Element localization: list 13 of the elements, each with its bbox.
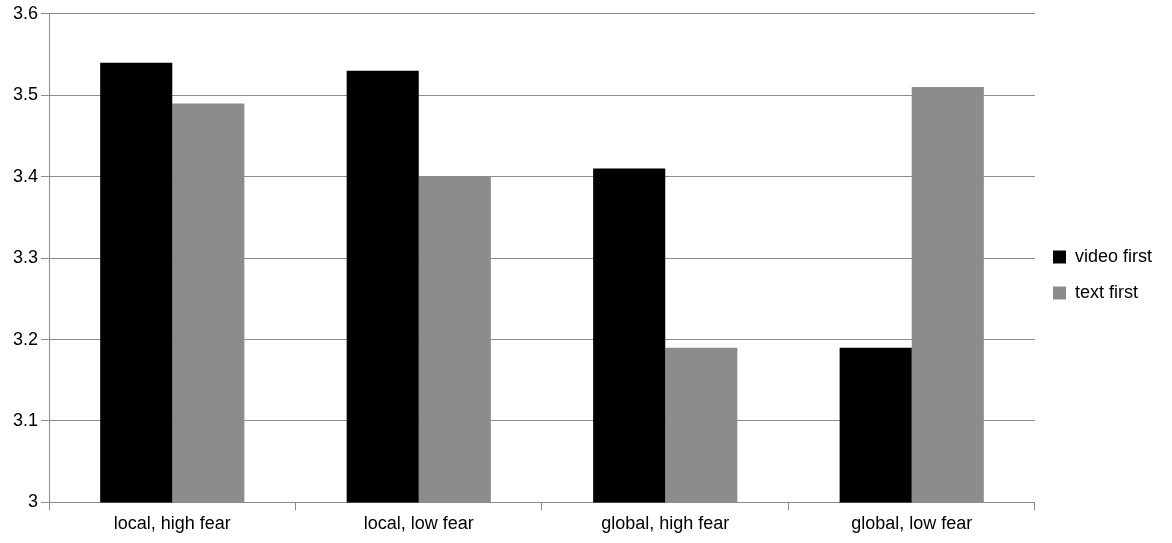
y-tick-label: 3 [28,491,39,512]
y-tick-label: 3.3 [12,247,39,268]
y-tick-label: 3.4 [12,165,39,186]
y-tick-label: 3.1 [12,409,39,430]
x-tick-label: local, low fear [363,513,474,534]
y-tick-label: 3.5 [12,84,39,105]
y-tick-label: 3.6 [12,2,39,23]
x-tick-label: local, high fear [113,513,231,534]
y-tick-label: 3.2 [12,328,39,349]
x-tick-label: global, low fear [851,513,973,534]
x-tick-label: global, high fear [601,513,730,534]
legend-label: text first [1074,281,1138,302]
legend-label: video first [1074,245,1152,266]
